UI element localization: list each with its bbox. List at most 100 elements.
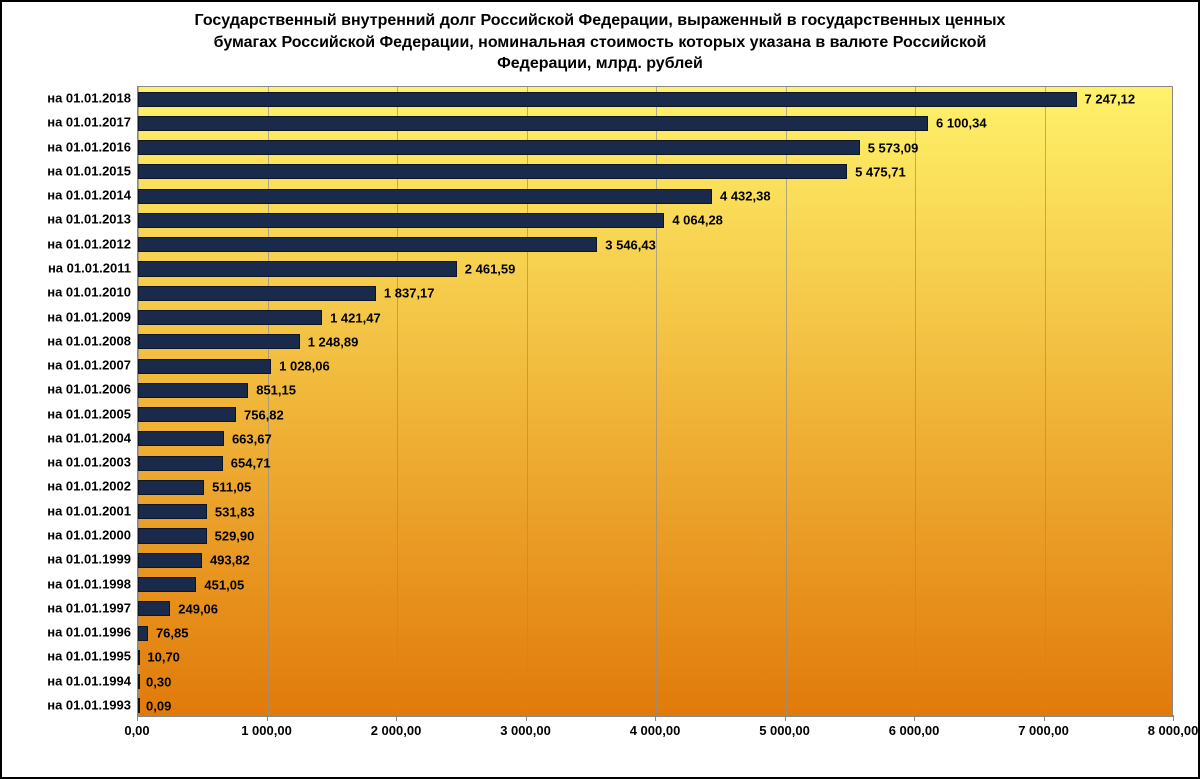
y-axis-label: на 01.01.2016 — [47, 139, 131, 154]
title-line-1: Государственный внутренний долг Российск… — [195, 12, 1006, 29]
bar — [138, 116, 928, 131]
x-tick-label: 5 000,00 — [759, 723, 810, 738]
bar-value-label: 0,30 — [146, 674, 171, 689]
x-tick-label: 4 000,00 — [630, 723, 681, 738]
y-axis-label: на 01.01.2005 — [47, 406, 131, 421]
gridline-v — [786, 87, 787, 716]
y-axis-label: на 01.01.2002 — [47, 479, 131, 494]
y-axis-label: на 01.01.2013 — [47, 212, 131, 227]
bar-value-label: 531,83 — [215, 504, 255, 519]
gridline-v — [268, 87, 269, 716]
bar — [138, 480, 204, 495]
bar-value-label: 1 248,89 — [308, 334, 359, 349]
y-axis-label: на 01.01.1994 — [47, 673, 131, 688]
bar-value-label: 2 461,59 — [465, 262, 516, 277]
bar-value-label: 493,82 — [210, 553, 250, 568]
bar — [138, 383, 248, 398]
y-axis-label: на 01.01.2001 — [47, 503, 131, 518]
bar-value-label: 0,09 — [146, 698, 171, 713]
bar — [138, 189, 712, 204]
bar-value-label: 1 028,06 — [279, 359, 330, 374]
bar-value-label: 4 432,38 — [720, 189, 771, 204]
bar — [138, 286, 376, 301]
x-tick-label: 6 000,00 — [889, 723, 940, 738]
bar — [138, 213, 664, 228]
y-axis-label: на 01.01.2018 — [47, 91, 131, 106]
bar — [138, 92, 1077, 107]
bar-value-label: 663,67 — [232, 431, 272, 446]
bar — [138, 261, 457, 276]
x-tick-label: 7 000,00 — [1018, 723, 1069, 738]
y-axis-label: на 01.01.2015 — [47, 163, 131, 178]
bar-value-label: 654,71 — [231, 456, 271, 471]
bar-value-label: 1 837,17 — [384, 286, 435, 301]
y-axis-label: на 01.01.2014 — [47, 188, 131, 203]
x-tick-label: 8 000,00 — [1148, 723, 1199, 738]
bar-value-label: 1 421,47 — [330, 310, 381, 325]
y-axis-label: на 01.01.2012 — [47, 236, 131, 251]
bar-value-label: 511,05 — [212, 480, 251, 495]
gridline-v — [915, 87, 916, 716]
bar — [138, 431, 224, 446]
y-axis-label: на 01.01.2007 — [47, 358, 131, 373]
bar-value-label: 451,05 — [204, 577, 244, 592]
bar-value-label: 249,06 — [178, 601, 218, 616]
bar — [138, 626, 148, 641]
x-tick-label: 0,00 — [124, 723, 149, 738]
bar — [138, 674, 140, 689]
bar — [138, 359, 271, 374]
chart-title: Государственный внутренний долг Российск… — [2, 2, 1198, 75]
y-axis-label: на 01.01.2000 — [47, 527, 131, 542]
bar-value-label: 7 247,12 — [1085, 92, 1136, 107]
gridline-v — [138, 87, 139, 716]
bar-value-label: 529,90 — [215, 528, 255, 543]
y-axis-labels: на 01.01.2018 на 01.01.2017 на 01.01.2016 н… — [17, 86, 135, 717]
y-axis-label: на 01.01.2009 — [47, 309, 131, 324]
bar-value-label: 10,70 — [147, 650, 180, 665]
bar — [138, 601, 170, 616]
chart-frame: Государственный внутренний долг Российск… — [0, 0, 1200, 779]
gridline-v — [397, 87, 398, 716]
x-tick-label: 3 000,00 — [500, 723, 551, 738]
gridline-v — [656, 87, 657, 716]
bar-value-label: 5 475,71 — [855, 164, 906, 179]
bar — [138, 650, 140, 665]
bar-value-label: 4 064,28 — [672, 213, 723, 228]
x-tick-label: 1 000,00 — [241, 723, 292, 738]
bar-value-label: 851,15 — [256, 383, 296, 398]
bar — [138, 310, 322, 325]
bar — [138, 456, 223, 471]
y-axis-label: на 01.01.1999 — [47, 552, 131, 567]
y-axis-label: на 01.01.2004 — [47, 430, 131, 445]
title-line-2: бумагах Российской Федерации, номинальна… — [214, 34, 987, 51]
bar — [138, 504, 207, 519]
bar — [138, 698, 140, 713]
bar — [138, 140, 860, 155]
y-axis-label: на 01.01.1997 — [47, 600, 131, 615]
y-axis-label: на 01.01.2008 — [47, 333, 131, 348]
bar — [138, 237, 597, 252]
bar — [138, 528, 207, 543]
x-axis: 0,001 000,002 000,003 000,004 000,005 00… — [137, 719, 1173, 747]
bar-value-label: 3 546,43 — [605, 237, 656, 252]
y-axis-label: на 01.01.1998 — [47, 576, 131, 591]
x-tick-label: 2 000,00 — [371, 723, 422, 738]
plot-area: 7 247,12 6 100,34 5 573,09 5 475,71 4 432,38… — [137, 86, 1173, 717]
bar-value-label: 756,82 — [244, 407, 284, 422]
bar-value-label: 5 573,09 — [868, 140, 919, 155]
bar — [138, 407, 236, 422]
gridline-v — [527, 87, 528, 716]
bar — [138, 553, 202, 568]
y-axis-label: на 01.01.2010 — [47, 285, 131, 300]
y-axis-label: на 01.01.2017 — [47, 115, 131, 130]
y-axis-label: на 01.01.1996 — [47, 625, 131, 640]
bar-value-label: 6 100,34 — [936, 116, 987, 131]
y-axis-label: на 01.01.2006 — [47, 382, 131, 397]
bar — [138, 334, 300, 349]
bar-value-label: 76,85 — [156, 626, 189, 641]
bar — [138, 164, 847, 179]
y-axis-label: на 01.01.1993 — [47, 697, 131, 712]
bar — [138, 577, 196, 592]
y-axis-label: на 01.01.2011 — [48, 261, 131, 276]
y-axis-label: на 01.01.1995 — [47, 649, 131, 664]
